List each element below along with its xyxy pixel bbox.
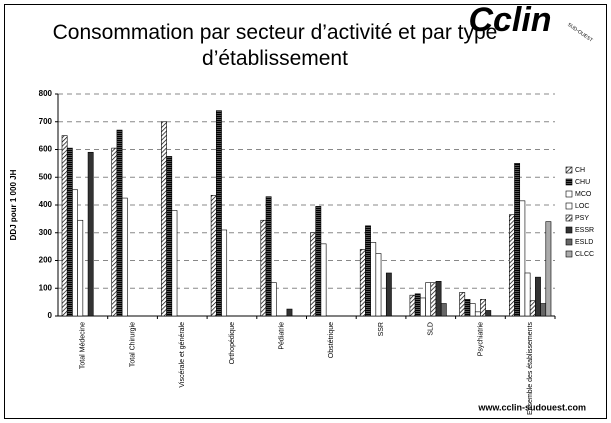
- bar: [430, 282, 437, 317]
- y-tick-label: 100: [39, 283, 53, 292]
- x-tick-label: Orthopédique: [229, 322, 236, 365]
- bar: [61, 135, 68, 317]
- bar: [260, 219, 267, 317]
- bar: [425, 282, 432, 317]
- bar: [161, 121, 167, 317]
- x-tick-label: SLD: [428, 322, 435, 336]
- y-tick-label: 800: [39, 89, 53, 98]
- legend-swatch: [565, 226, 573, 234]
- bar: [540, 303, 547, 317]
- bar: [464, 299, 471, 317]
- footer-url: www.cclin-sudouest.com: [477, 402, 586, 412]
- bar: [121, 197, 128, 317]
- legend-label: CHU: [575, 179, 590, 186]
- bar: [111, 147, 118, 317]
- bar: [545, 221, 552, 317]
- bar: [485, 310, 492, 317]
- legend-swatch: [565, 190, 573, 198]
- x-tick-label: Obstétrique: [328, 322, 335, 358]
- x-tick-label: Viscérale et générale: [179, 322, 186, 388]
- bar: [221, 229, 228, 317]
- bar: [469, 303, 476, 317]
- y-tick-label: 200: [39, 256, 53, 265]
- legend-swatch: [565, 250, 573, 258]
- bar: [409, 294, 416, 317]
- bar: [435, 281, 442, 317]
- legend-swatch: [565, 202, 573, 210]
- bar: [474, 311, 481, 317]
- x-tick-label: Total Médecine: [80, 322, 87, 369]
- legend-label: LOC: [575, 203, 589, 210]
- x-tick-label: Ensemble des établissements: [527, 322, 534, 415]
- legend-label: CH: [575, 167, 585, 174]
- bar: [524, 272, 531, 317]
- bar: [265, 196, 272, 317]
- bar: [535, 276, 541, 317]
- x-tick-label: SSR: [378, 322, 385, 336]
- legend-label: MCO: [575, 191, 592, 198]
- bar: [529, 300, 536, 317]
- bar: [310, 232, 317, 317]
- bar: [77, 219, 84, 317]
- bar: [359, 249, 366, 317]
- bar: [286, 308, 293, 317]
- bar: [365, 225, 371, 317]
- bar: [66, 147, 73, 317]
- bar: [116, 129, 123, 317]
- legend-label: CLCC: [575, 251, 594, 258]
- bar: [508, 214, 515, 317]
- y-tick-label: 500: [39, 172, 53, 181]
- legend-swatch: [565, 238, 573, 246]
- bar: [370, 242, 377, 317]
- bar: [216, 110, 222, 317]
- x-tick-label: Total Chirurgie: [129, 322, 136, 367]
- slide-frame: [4, 4, 607, 419]
- y-tick-label: 600: [39, 145, 53, 154]
- bar: [375, 253, 382, 317]
- logo: Cclin: [468, 1, 551, 39]
- bar: [440, 303, 447, 317]
- legend-label: PSY: [575, 215, 589, 222]
- bar: [270, 282, 277, 317]
- bar: [519, 200, 526, 317]
- y-tick-label: 400: [39, 200, 53, 209]
- bar: [171, 210, 178, 317]
- bar: [385, 272, 392, 317]
- x-tick-label: Psychiatrie: [477, 322, 484, 356]
- legend-swatch: [565, 178, 573, 186]
- bar: [315, 206, 322, 317]
- legend-label: ESSR: [575, 227, 594, 234]
- bar: [459, 292, 466, 317]
- bar: [87, 151, 94, 317]
- bar: [514, 163, 521, 317]
- bar: [414, 293, 421, 317]
- bar: [420, 297, 426, 317]
- x-tick-label: Pédiatrie: [278, 322, 285, 350]
- bar: [210, 194, 217, 317]
- y-tick-label: 0: [48, 311, 53, 320]
- y-axis-label: DDJ pour 1 000 JH: [9, 169, 18, 240]
- legend-label: ESLD: [575, 239, 593, 246]
- y-tick-label: 300: [39, 228, 53, 237]
- chart-title: Consommation par secteur d’activité et p…: [52, 21, 498, 70]
- y-tick-label: 700: [39, 117, 53, 126]
- legend-swatch: [565, 214, 573, 222]
- bar: [480, 299, 486, 317]
- bar: [320, 243, 327, 317]
- legend-swatch: [565, 166, 573, 174]
- bar: [166, 156, 173, 317]
- logo-subtext: SUD-OUEST: [566, 22, 594, 44]
- bar: [72, 189, 78, 317]
